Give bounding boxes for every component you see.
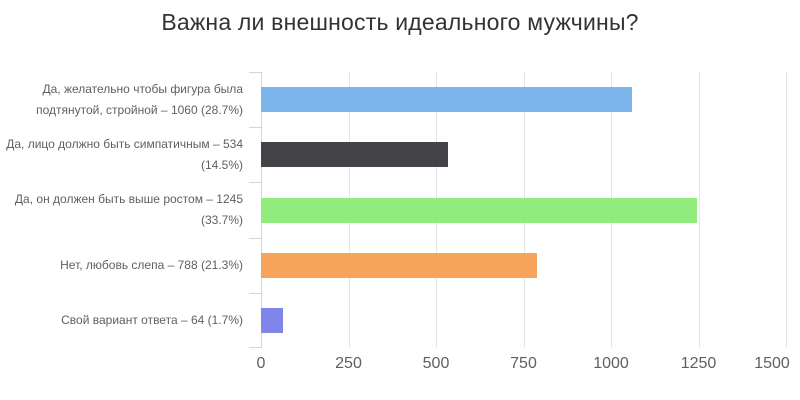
bar-4[interactable] xyxy=(261,252,537,278)
category-label-line: подтянутой, стройной – 1060 (28.7%) xyxy=(36,102,243,117)
category-tick-mark xyxy=(249,347,261,348)
category-tick-mark xyxy=(249,127,261,129)
bar-row xyxy=(261,72,786,127)
category-label: Свой вариант ответа – 64 (1.7%) xyxy=(0,293,243,348)
x-tick-label: 500 xyxy=(422,355,450,372)
category-label-line: (14.5%) xyxy=(200,157,243,172)
gridline xyxy=(786,72,787,348)
x-tick-label: 0 xyxy=(256,355,266,372)
bar-row xyxy=(261,127,786,182)
category-label: Да, желательно чтобы фигура была подтянут… xyxy=(0,72,243,127)
x-tick-label: 1000 xyxy=(593,355,629,372)
category-label: Да, он должен быть выше ростом – 1245 (33… xyxy=(0,182,243,237)
category-label-line: Да, желательно чтобы фигура была xyxy=(42,81,243,96)
x-tick-label: 1250 xyxy=(680,355,717,372)
gridline xyxy=(698,72,700,348)
category-label-line: Да, он должен быть выше ростом – 1245 xyxy=(14,192,243,207)
category-label-line: Да, лицо должно быть симпатичным – 534 xyxy=(6,137,243,152)
bar-row xyxy=(261,182,786,237)
x-tick-label: 250 xyxy=(335,355,362,372)
category-tick-mark xyxy=(249,182,261,184)
x-tick-label: 1500 xyxy=(754,355,790,372)
bar-2[interactable] xyxy=(261,142,448,168)
category-axis-ticks xyxy=(249,72,261,348)
chart-title: Важна ли внешность идеального мужчины? xyxy=(161,9,639,35)
category-label: Нет, любовь слепа – 788 (21.3%) xyxy=(0,238,243,293)
bar-5[interactable] xyxy=(261,307,284,333)
category-axis-labels: Да, желательно чтобы фигура была подтянут… xyxy=(0,72,243,348)
category-label-line: Свой вариант ответа – 64 (1.7%) xyxy=(61,313,243,328)
category-label: Да, лицо должно быть симпатичным – 534 (1… xyxy=(0,127,243,182)
bar-1[interactable] xyxy=(261,87,632,113)
bar-3[interactable] xyxy=(261,197,697,223)
category-tick-mark xyxy=(249,292,261,294)
plot-area xyxy=(261,72,787,348)
category-tick-mark xyxy=(249,237,261,239)
category-tick-mark xyxy=(249,72,261,73)
bar-row xyxy=(261,238,786,293)
bar-row xyxy=(261,293,786,348)
value-axis-labels: 0 250 500 750 1000 1250 1500 xyxy=(257,355,790,379)
category-label-line: (33.7%) xyxy=(200,213,243,227)
category-label-line: Нет, любовь слепа – 788 (21.3%) xyxy=(60,257,243,272)
x-tick-label: 750 xyxy=(510,355,537,372)
